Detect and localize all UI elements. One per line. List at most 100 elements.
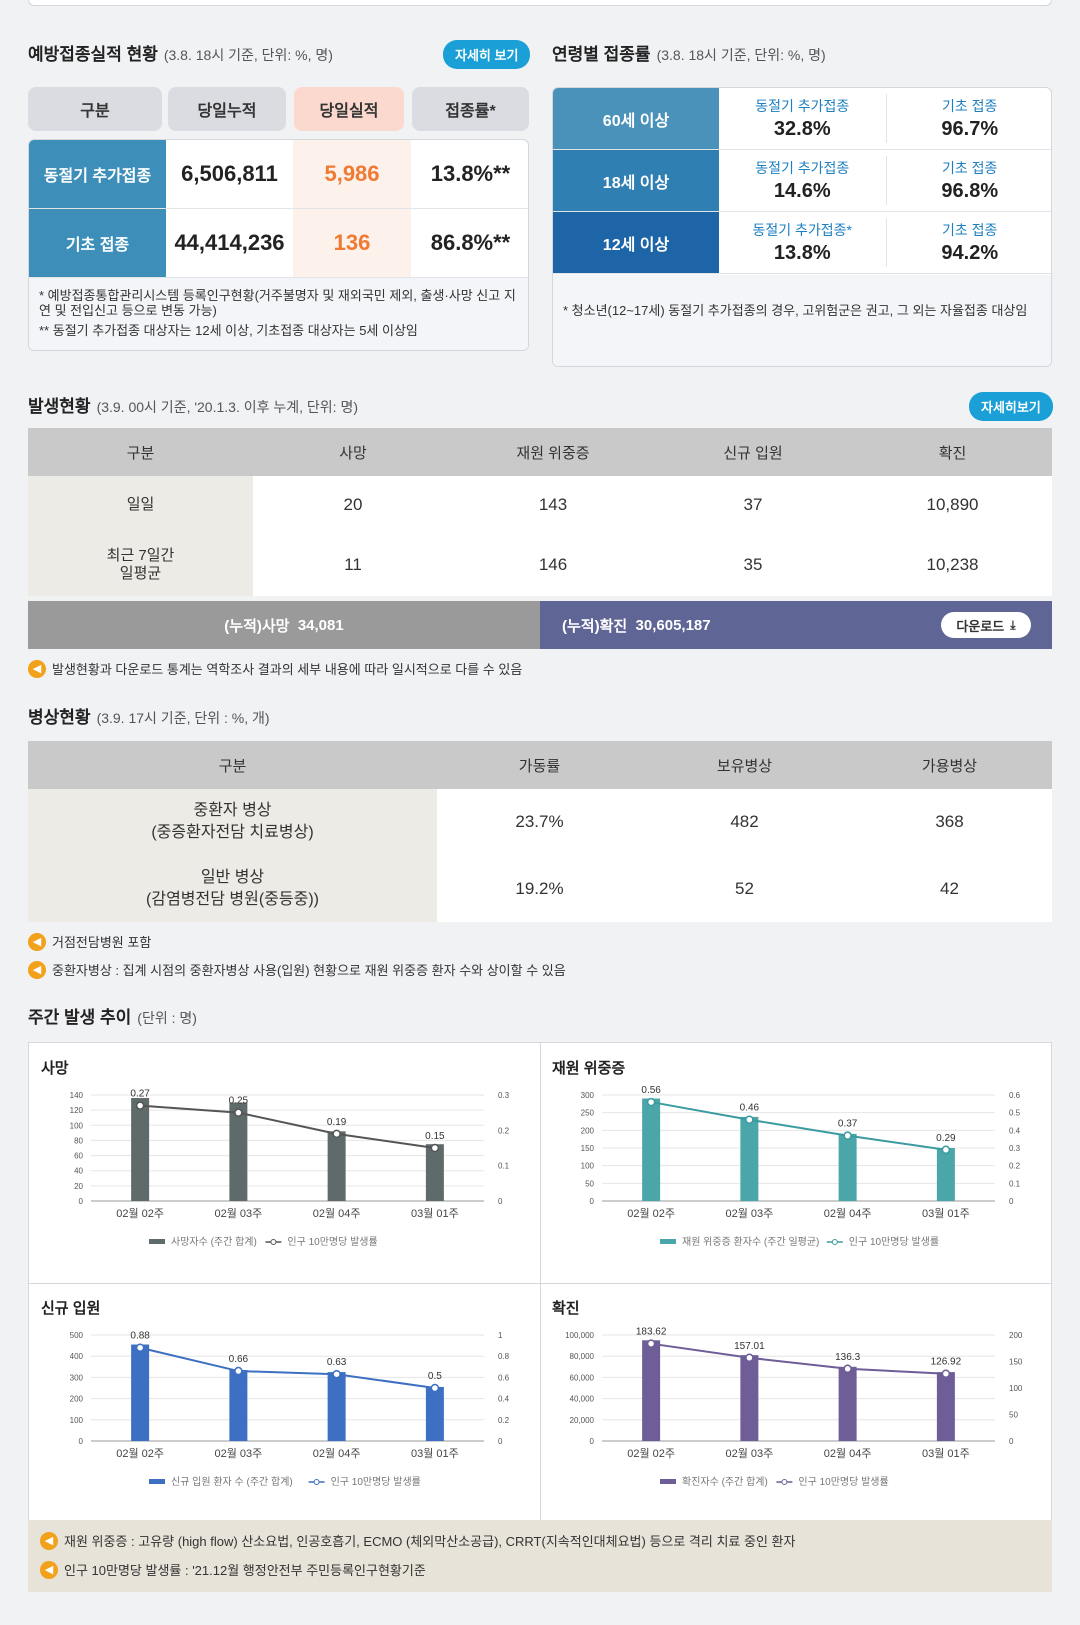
beds-header-category: 구분	[218, 757, 247, 775]
chart-title: 재원 위중증	[552, 1060, 626, 1077]
age-rate-table: 60세 이상 동절기 추가접종 32.8% 기초 접종 96.7% 18세 이상 동…	[552, 87, 1052, 367]
chart-bar	[131, 1098, 150, 1201]
age-primary-value: 96.8%	[941, 180, 999, 202]
age-rate-note-area: * 청소년(12~17세) 동절기 추가접종의 경우, 고위험군은 권고, 그 …	[553, 275, 1051, 366]
right-tick-label: 50	[1009, 1411, 1018, 1420]
beds-notice-text: 중환자병상 : 집계 시점의 중환자병상 사용(입원) 현황으로 재원 위중증 …	[52, 963, 566, 978]
cumulative-death-value: 34,081	[297, 616, 344, 634]
chart-bar	[936, 1148, 955, 1201]
occurrence-detail-button[interactable]: 자세히보기	[969, 392, 1053, 421]
age-row-label: 12세 이상	[553, 212, 719, 273]
occurrence-admission-value: 37	[743, 495, 763, 514]
left-tick-label: 60	[74, 1152, 83, 1161]
rate-point	[646, 1097, 656, 1107]
age-rate-subtitle: (3.8. 18시 기준, 단위: %, 명)	[656, 47, 826, 63]
chart-bar	[740, 1355, 759, 1441]
occurrence-notice: ◀ 발생현황과 다운로드 통계는 역학조사 결과의 세부 내용에 따라 일시적으…	[28, 659, 522, 678]
beds-table: 구분 가동률 보유병상 가용병상 중환자 병상 (중증환자전담 치료병상) 23…	[28, 741, 1052, 922]
occurrence-severe-value: 143	[538, 495, 568, 514]
chart-bar	[327, 1131, 346, 1201]
left-tick-label: 500	[70, 1331, 84, 1340]
legend-line-label: 인구 10만명당 발생률	[849, 1236, 939, 1248]
left-tick-label: 80,000	[570, 1352, 595, 1361]
age-booster-cell: 동절기 추가접종* 13.8%	[719, 218, 887, 267]
age-primary-cell: 기초 접종 96.8%	[887, 150, 1052, 211]
age-primary-label: 기초 접종	[942, 98, 998, 114]
chart-death: 0 20 40 60 80 100 120 140 0 0.1 0.2 0.3 02월 02주 02월 0…	[70, 1089, 510, 1248]
age-booster-value: 32.8%	[773, 118, 831, 140]
cumulative-confirmed-value: 30,605,187	[635, 616, 711, 634]
beds-row-label: 중환자 병상 (중증환자전담 치료병상)	[28, 789, 437, 855]
rate-line	[650, 1342, 946, 1375]
left-tick-label: 250	[581, 1109, 595, 1118]
left-tick-label: 0	[79, 1197, 84, 1206]
age-row-label: 18세 이상	[553, 150, 719, 211]
right-tick-label: 150	[1009, 1358, 1023, 1367]
rate-value-label: 0.15	[425, 1131, 445, 1142]
right-tick-label: 0	[1009, 1197, 1014, 1206]
age-primary-label: 기초 접종	[942, 222, 998, 238]
age-booster-value: 14.6%	[773, 180, 831, 202]
chart-bar	[131, 1344, 150, 1441]
category-label: 02월 02주	[627, 1447, 675, 1460]
left-tick-label: 20	[74, 1182, 83, 1191]
legend-bar-label: 신규 입원 환자 수 (주간 합계)	[171, 1475, 293, 1488]
left-tick-label: 0	[79, 1437, 84, 1446]
occurrence-header-death: 사망	[339, 444, 367, 462]
rate-value-label: 157.01	[734, 1341, 765, 1352]
category-label: 02월 03주	[214, 1447, 262, 1460]
occurrence-confirmed-value: 10,890	[926, 495, 979, 514]
top-panel-edge	[28, 0, 1052, 6]
chart-bar	[425, 1386, 444, 1441]
vaccination-rate-value: 86.8%**	[430, 230, 511, 255]
chart-title: 사망	[41, 1060, 69, 1077]
category-label: 02월 03주	[725, 1447, 773, 1460]
beds-utilization-value: 23.7%	[515, 812, 564, 831]
beds-available-value: 368	[935, 812, 964, 831]
legend-line-marker	[313, 1479, 320, 1485]
rate-value-label: 0.25	[229, 1096, 249, 1107]
age-row-12: 12세 이상 동절기 추가접종* 13.8% 기초 접종 94.2%	[553, 212, 1051, 274]
vaccination-title-text: 예방접종실적 현황	[28, 45, 158, 64]
right-tick-label: 0	[498, 1197, 503, 1206]
vaccination-detail-button[interactable]: 자세히 보기	[443, 40, 531, 69]
right-tick-label: 0.2	[498, 1126, 510, 1135]
vaccination-header-category: 구분	[28, 87, 162, 131]
vaccination-cumulative-value: 44,414,236	[174, 230, 285, 255]
beds-row-icu: 중환자 병상 (중증환자전담 치료병상) 23.7% 482 368	[28, 789, 1052, 855]
category-label: 02월 04주	[313, 1447, 361, 1460]
left-tick-label: 100	[70, 1416, 84, 1425]
left-tick-label: 100	[70, 1121, 84, 1130]
legend-bar-swatch	[149, 1239, 165, 1244]
age-primary-value: 96.7%	[941, 118, 999, 140]
category-label: 02월 02주	[116, 1447, 164, 1460]
vaccination-subtitle: (3.8. 18시 기준, 단위: %, 명)	[163, 47, 333, 63]
left-tick-label: 0	[590, 1437, 595, 1446]
category-label: 03월 01주	[922, 1207, 970, 1220]
category-label: 02월 03주	[214, 1207, 262, 1220]
weekly-note-1: ◀ 재원 위중증 : 고유량 (high flow) 산소요법, 인공호흡기, …	[40, 1531, 795, 1550]
left-tick-label: 120	[70, 1106, 84, 1115]
divider	[29, 208, 528, 209]
age-booster-value: 13.8%	[773, 242, 831, 264]
chart-panel-death: 사망 0 20 40 60 80 100 120 140 0 0.1 0.2 0.3 02월 02주 02…	[29, 1043, 540, 1283]
occurrence-subtitle: (3.9. 00시 기준, '20.1.3. 이후 누계, 단위: 명)	[96, 399, 358, 415]
left-tick-label: 60,000	[570, 1373, 595, 1382]
right-tick-label: 0	[1009, 1437, 1014, 1446]
weekly-note-text: 인구 10만명당 발생률 : '21.12월 행정안전부 주민등록인구현황기준	[64, 1563, 426, 1578]
rate-point	[745, 1353, 754, 1363]
rate-point	[234, 1366, 243, 1376]
right-tick-label: 0.1	[498, 1162, 510, 1171]
rate-value-label: 0.29	[936, 1133, 956, 1144]
rate-point	[430, 1143, 440, 1153]
chart-bar	[229, 1369, 248, 1441]
left-tick-label: 400	[70, 1352, 84, 1361]
download-button[interactable]: 다운로드 ⤓	[941, 612, 1031, 638]
category-label: 02월 02주	[116, 1207, 164, 1220]
left-tick-label: 40,000	[570, 1395, 595, 1404]
weekly-charts: 사망 0 20 40 60 80 100 120 140 0 0.1 0.2 0.3 02월 02주 02…	[28, 1042, 1052, 1592]
category-label: 03월 01주	[411, 1447, 459, 1460]
speaker-icon: ◀	[40, 1560, 58, 1579]
occurrence-header-admission: 신규 입원	[723, 444, 783, 462]
age-row-18: 18세 이상 동절기 추가접종 14.6% 기초 접종 96.8%	[553, 150, 1052, 212]
